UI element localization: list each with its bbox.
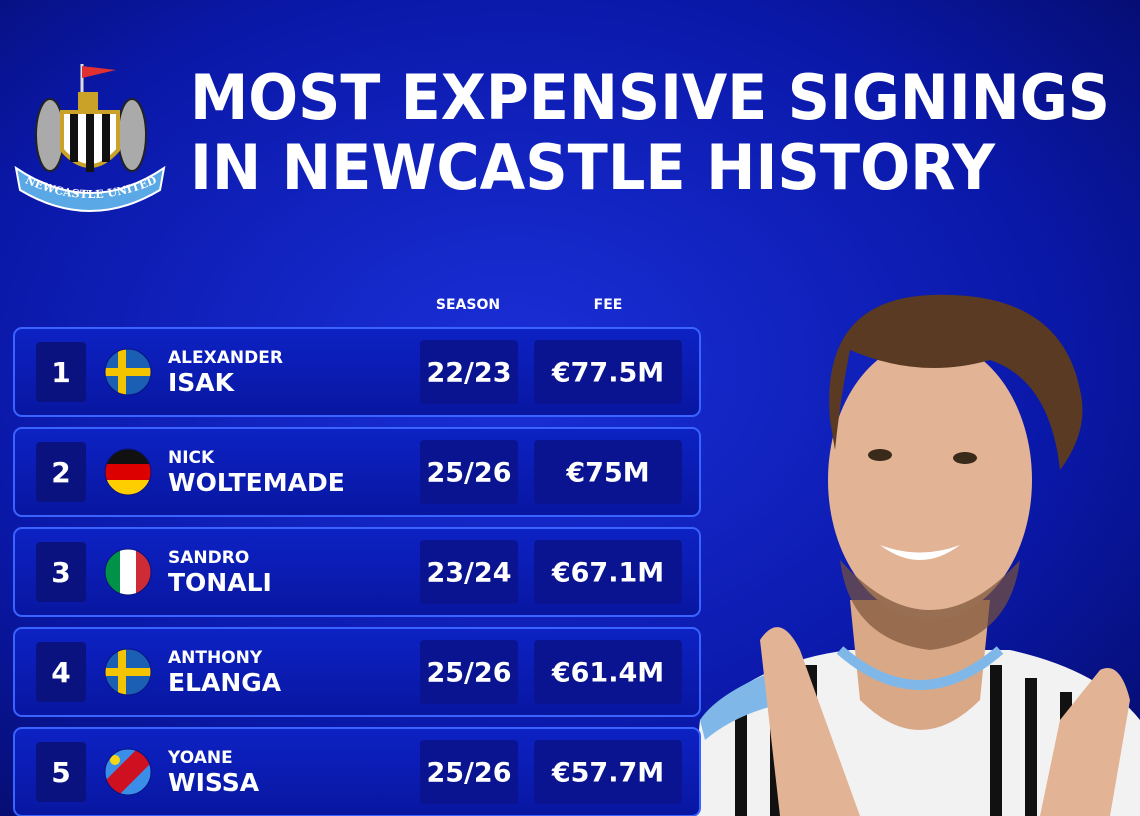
rank: 2	[51, 456, 70, 489]
last-name: ISAK	[168, 368, 236, 397]
flag-part	[110, 755, 120, 765]
first-name: ANTHONY	[168, 648, 263, 668]
flag-ring	[104, 448, 152, 496]
flag-ring	[104, 348, 152, 396]
first-name: SANDRO	[168, 548, 249, 568]
flag-part	[105, 449, 151, 465]
column-header: FEE	[594, 297, 623, 313]
flag-part	[105, 480, 151, 495]
season-box	[420, 640, 518, 704]
flag-ring	[104, 648, 152, 696]
column-header: SEASON	[436, 297, 500, 313]
rank-box	[36, 642, 86, 702]
flag-part	[136, 549, 151, 595]
last-name: WOLTEMADE	[168, 468, 345, 497]
rank: 3	[51, 556, 70, 589]
season: 25/26	[426, 458, 511, 489]
season-box	[420, 440, 518, 504]
fee-box	[534, 540, 682, 604]
flag-part	[105, 549, 121, 595]
fee-box	[534, 340, 682, 404]
fee: €61.4M	[551, 658, 664, 689]
rank-box	[36, 342, 86, 402]
fee: €77.5M	[551, 358, 664, 389]
season: 25/26	[426, 758, 511, 789]
season: 23/24	[426, 558, 511, 589]
flag-ring	[104, 748, 152, 796]
flag	[105, 749, 151, 795]
fee-box	[534, 640, 682, 704]
fee: €67.1M	[551, 558, 664, 589]
club-crest: NEWCASTLE UNITED	[14, 64, 166, 212]
row-card	[13, 627, 701, 717]
row-card	[13, 727, 701, 816]
row-card	[13, 427, 701, 517]
season-box	[420, 540, 518, 604]
season: 22/23	[426, 358, 511, 389]
first-name: ALEXANDER	[168, 348, 283, 368]
fee: €57.7M	[551, 758, 664, 789]
season-box	[420, 340, 518, 404]
first-name: NICK	[168, 448, 215, 468]
rank-box	[36, 542, 86, 602]
flag	[105, 449, 151, 495]
player-photo	[690, 294, 1140, 816]
flag-ring	[104, 548, 152, 596]
fee-box	[534, 440, 682, 504]
rank-box	[36, 742, 86, 802]
rank: 1	[51, 356, 70, 389]
rank-box	[36, 442, 86, 502]
flag-part	[105, 749, 151, 795]
fee-box	[534, 740, 682, 804]
flag-part	[120, 549, 137, 595]
fee: €75M	[565, 458, 649, 489]
last-name: TONALI	[168, 568, 272, 597]
flag	[105, 649, 151, 695]
row-card	[13, 327, 701, 417]
flag-part	[105, 464, 151, 481]
flag-part	[105, 368, 151, 376]
title-line: MOST EXPENSIVE SIGNINGS	[190, 61, 1110, 134]
first-name: YOANE	[167, 748, 233, 768]
season-box	[420, 740, 518, 804]
flag-part	[105, 668, 151, 676]
flag	[105, 349, 151, 395]
title-line: IN NEWCASTLE HISTORY	[190, 131, 996, 204]
flag	[105, 549, 151, 595]
season: 25/26	[426, 658, 511, 689]
last-name: ELANGA	[168, 668, 282, 697]
row-card	[13, 527, 701, 617]
rank: 4	[51, 656, 70, 689]
rank: 5	[51, 756, 70, 789]
last-name: WISSA	[168, 768, 260, 797]
